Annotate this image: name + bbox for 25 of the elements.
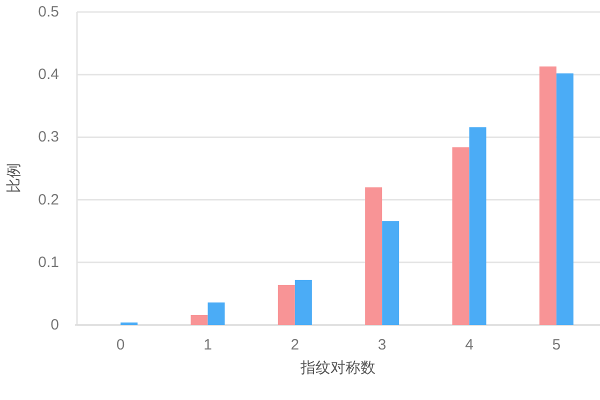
bar <box>278 284 295 325</box>
y-tick-label: 0.4 <box>38 66 59 84</box>
x-tick-label: 2 <box>290 336 300 354</box>
bar <box>208 302 225 325</box>
bar <box>120 322 138 325</box>
bar <box>469 127 486 325</box>
x-tick-label: 1 <box>204 336 212 354</box>
x-tick-label: 4 <box>465 336 474 354</box>
x-tick-label: 0 <box>116 336 125 354</box>
bar <box>556 73 574 325</box>
bar <box>539 66 556 325</box>
y-axis-title: 比例 <box>6 163 22 193</box>
y-tick-label: 0.5 <box>38 4 59 20</box>
bar <box>294 280 312 325</box>
x-axis-title: 指纹对称数 <box>300 360 376 376</box>
bar <box>365 187 382 325</box>
y-tick-label: 0.1 <box>38 254 59 271</box>
bar <box>190 314 208 325</box>
y-tick-label: 0.2 <box>38 191 59 208</box>
bar <box>382 221 400 325</box>
x-tick-label: 3 <box>378 336 386 354</box>
x-tick-label: 5 <box>552 336 561 354</box>
y-tick-label: 0 <box>50 316 59 334</box>
y-tick-label: 0.3 <box>38 128 59 146</box>
bar <box>452 147 470 325</box>
